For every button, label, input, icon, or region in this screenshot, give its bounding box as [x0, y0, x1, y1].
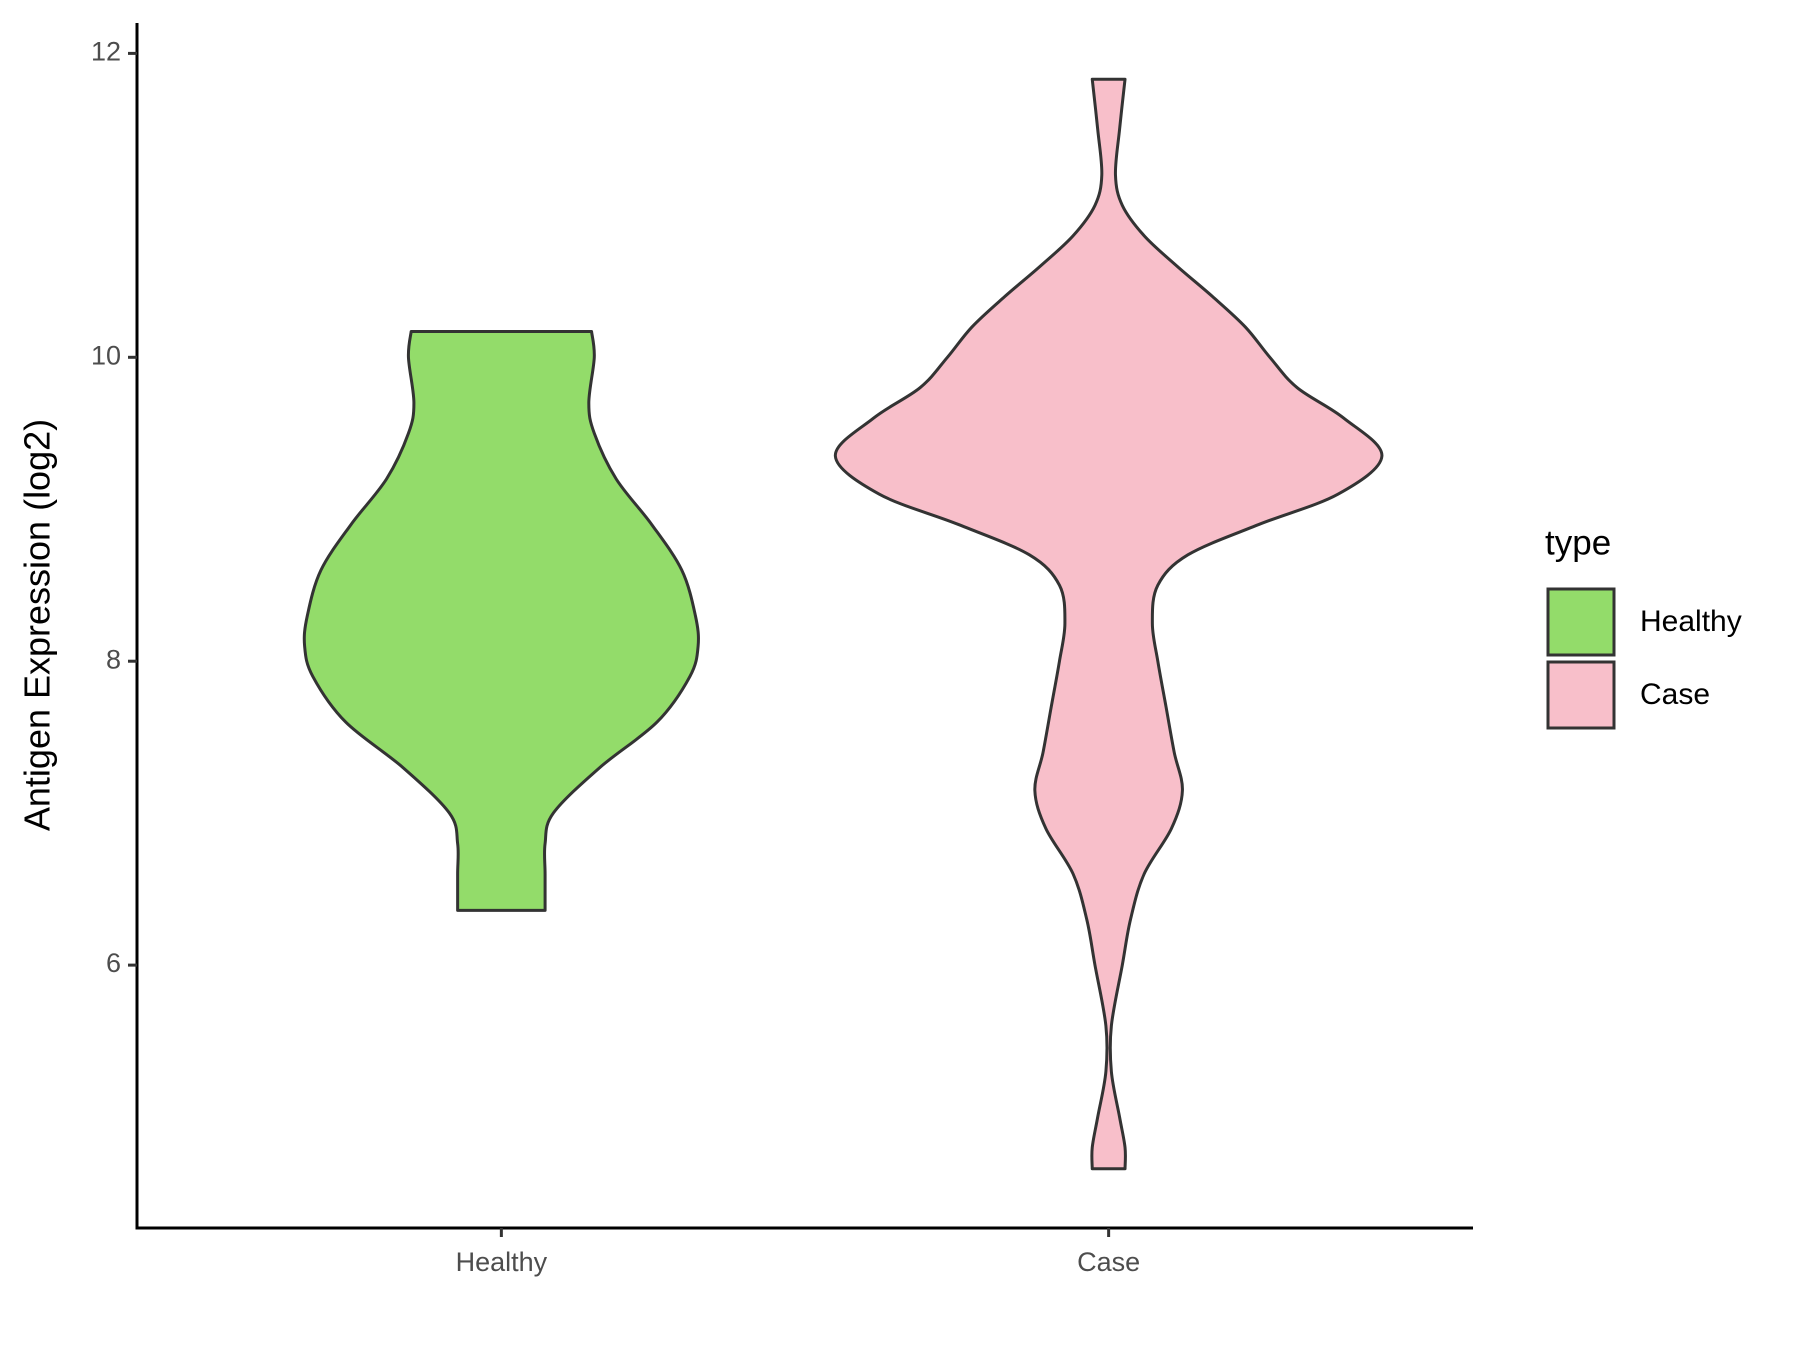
- legend-title: type: [1545, 523, 1611, 562]
- y-tick-label: 12: [91, 37, 121, 67]
- y-axis-title: Antigen Expression (log2): [17, 419, 58, 831]
- legend-key: [1546, 587, 1616, 657]
- violin: [302, 329, 700, 912]
- legend-key: [1546, 660, 1616, 730]
- legend-label: Case: [1640, 678, 1710, 711]
- legend-label: Healthy: [1640, 605, 1742, 638]
- x-tick-label: Case: [1077, 1247, 1140, 1277]
- x-tick-label: Healthy: [456, 1247, 548, 1277]
- y-tick-label: 10: [91, 340, 121, 370]
- violin: [833, 77, 1384, 1171]
- y-tick-label: 8: [106, 644, 121, 674]
- y-tick-label: 6: [106, 948, 121, 978]
